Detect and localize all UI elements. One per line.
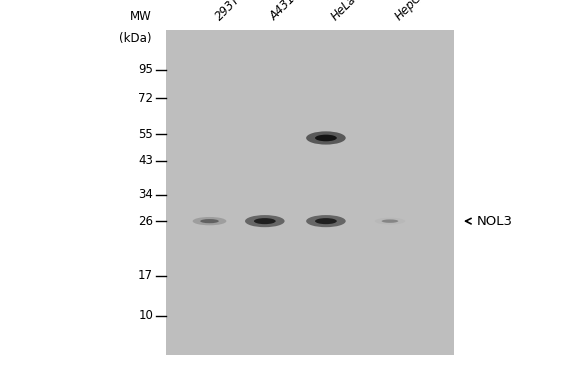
Text: 26: 26 [138,215,153,228]
Text: HeLa: HeLa [329,0,359,23]
Ellipse shape [200,219,219,223]
Bar [166,30,454,355]
Text: 10: 10 [138,309,153,322]
Ellipse shape [306,132,346,145]
Text: HepG2: HepG2 [393,0,431,23]
Text: 34: 34 [138,188,153,201]
Text: 55: 55 [139,128,153,141]
Text: 72: 72 [138,92,153,105]
Text: A431: A431 [268,0,299,23]
Ellipse shape [254,218,276,224]
Text: (kDa): (kDa) [119,33,151,45]
Ellipse shape [245,215,285,227]
Text: 43: 43 [138,154,153,167]
Ellipse shape [315,218,337,224]
Text: NOL3: NOL3 [477,215,513,228]
Text: 95: 95 [138,64,153,76]
Ellipse shape [306,215,346,227]
Text: 293T: 293T [212,0,243,23]
Ellipse shape [193,217,226,225]
Ellipse shape [382,219,398,223]
Text: 17: 17 [138,270,153,282]
Ellipse shape [375,218,405,225]
Text: MW: MW [130,10,151,23]
Ellipse shape [315,135,337,141]
